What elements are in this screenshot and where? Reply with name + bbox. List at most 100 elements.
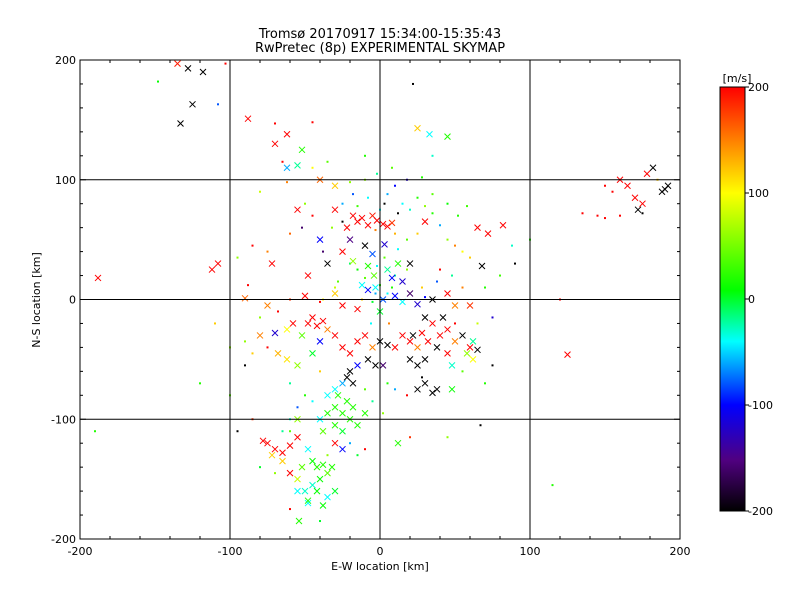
data-point-cross (298, 463, 306, 471)
data-point-cross (474, 224, 481, 232)
colorbar-tick-label: 200 (748, 81, 769, 94)
data-point-cross (474, 346, 481, 354)
data-point-cross (256, 332, 264, 339)
data-point-dot (446, 238, 449, 241)
data-point-cross (283, 326, 291, 333)
data-point-dot (394, 184, 396, 187)
data-point-cross (361, 409, 369, 417)
y-tick-label: 200 (55, 54, 76, 67)
data-point-cross (279, 449, 286, 457)
data-point-cross (174, 60, 181, 67)
data-point-cross (289, 320, 297, 327)
data-point-cross (286, 469, 294, 477)
data-point-dot (371, 400, 374, 403)
data-point-dot (296, 406, 299, 409)
data-point-dot (611, 190, 614, 193)
data-point-cross (484, 230, 492, 237)
data-point-dot (406, 268, 408, 271)
data-point-cross (421, 218, 429, 226)
data-point-cross (433, 385, 441, 393)
data-point-dot (619, 214, 621, 217)
colorbar-tick-label: -200 (748, 505, 773, 518)
data-point-cross (319, 427, 327, 435)
data-point-dot (251, 352, 254, 355)
data-point-dot (266, 250, 269, 253)
data-point-cross (354, 218, 361, 226)
data-point-dot (244, 340, 246, 343)
data-point-dot (412, 82, 414, 85)
data-point-cross (283, 356, 291, 363)
data-point-cross (391, 292, 399, 300)
data-point-dot (383, 256, 386, 259)
data-point-dot (289, 430, 291, 433)
data-point-cross (304, 320, 312, 327)
data-point-cross (343, 397, 351, 405)
chart-subtitle: RwPretec (8p) EXPERIMENTAL SKYMAP (255, 41, 505, 56)
data-point-cross (564, 351, 571, 358)
data-point-cross (451, 338, 459, 345)
data-point-dot (466, 205, 468, 208)
data-point-cross (643, 170, 651, 178)
data-point-dot (454, 244, 456, 247)
data-point-dot (281, 430, 284, 433)
data-point-cross (414, 300, 421, 308)
data-point-cross (624, 182, 631, 190)
data-point-dot (274, 122, 276, 125)
data-point-dot (424, 296, 426, 299)
x-tick-label: -100 (218, 545, 243, 558)
data-point-cross (399, 278, 406, 285)
data-point-dot (446, 436, 449, 439)
data-point-dot (461, 370, 464, 373)
chart-title: Tromsø 20170917 15:34:00-15:35:43 (258, 27, 501, 42)
data-point-cross (295, 517, 303, 525)
data-point-cross (346, 236, 354, 243)
data-point-cross (304, 499, 312, 507)
data-point-cross (214, 260, 222, 267)
data-point-cross (331, 385, 339, 393)
data-point-cross (339, 302, 346, 309)
y-tick-label: 100 (55, 174, 76, 187)
data-point-dot (326, 454, 329, 457)
data-point-dot (199, 382, 201, 385)
data-point-cross (384, 341, 391, 349)
data-point-cross (189, 100, 196, 108)
data-point-dot (461, 286, 464, 289)
data-point-cross (334, 391, 342, 399)
data-point-cross (346, 367, 354, 375)
data-point-cross (448, 385, 456, 393)
data-point-cross (324, 326, 331, 333)
data-point-dot (394, 232, 396, 235)
data-point-cross (372, 284, 379, 291)
data-point-cross (414, 124, 421, 132)
colorbar-tick-label: 0 (748, 293, 755, 306)
data-point-cross (444, 290, 451, 297)
data-point-dot (386, 292, 389, 295)
data-point-cross (331, 332, 339, 339)
data-point-cross (394, 439, 402, 447)
data-point-cross (346, 350, 354, 357)
data-point-cross (349, 212, 357, 220)
colorbar (719, 86, 746, 512)
data-point-cross (324, 391, 331, 399)
data-point-dot (421, 176, 423, 179)
data-point-dot (436, 280, 438, 283)
data-point-dot (469, 256, 471, 259)
data-point-cross (406, 356, 414, 363)
data-point-cross (349, 403, 357, 411)
data-point-cross (339, 445, 346, 453)
data-point-cross (259, 437, 267, 445)
data-point-cross (444, 133, 451, 140)
data-point-cross (444, 326, 451, 333)
data-point-cross (421, 356, 429, 363)
x-axis-ticks: -200 -100 0 100 200 (68, 60, 691, 558)
x-tick-label: 100 (520, 545, 541, 558)
data-point-dot (406, 394, 408, 397)
data-point-cross (304, 497, 312, 505)
data-point-dot (388, 322, 390, 325)
data-point-dot (304, 394, 306, 397)
data-point-cross (426, 130, 433, 138)
data-point-cross (429, 320, 436, 327)
data-point-cross (399, 332, 406, 339)
data-point-cross (349, 379, 357, 387)
data-point-cross (370, 272, 378, 279)
